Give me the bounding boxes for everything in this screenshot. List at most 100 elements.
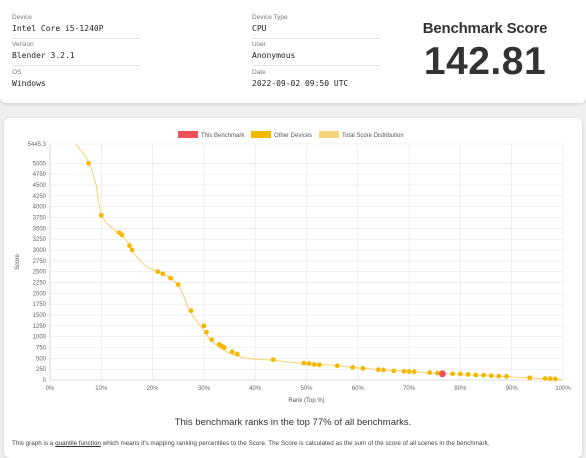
other-device-point[interactable]: [434, 370, 440, 376]
y-tick-label: 4250: [33, 194, 47, 200]
x-tick-label: 0%: [46, 386, 55, 392]
other-device-point[interactable]: [234, 351, 240, 357]
device-type-field: Device Type CPU: [252, 14, 380, 39]
y-tick-label: 4000: [33, 205, 47, 211]
legend: This Benchmark Other Devices Total Score D…: [178, 131, 404, 139]
other-device-point[interactable]: [458, 371, 463, 377]
other-device-point[interactable]: [488, 373, 494, 379]
this-benchmark-points: [439, 370, 446, 378]
x-axis-title: Rank (Top %): [288, 398, 324, 404]
y-tick-label: 5445.3: [28, 142, 47, 148]
other-device-point[interactable]: [401, 368, 407, 374]
x-axis-ticks: 0% 10% 20% 30% 40% 50% 60% 70% 80% 90% 100%: [46, 386, 572, 392]
other-device-point[interactable]: [504, 373, 509, 379]
other-device-point[interactable]: [527, 375, 533, 381]
other-device-point[interactable]: [201, 323, 207, 329]
other-device-point[interactable]: [496, 373, 502, 379]
other-device-point[interactable]: [98, 212, 104, 218]
y-tick-label: 3000: [33, 248, 47, 254]
date-value: 2022-09-02 09:50 UTC: [252, 79, 349, 88]
other-device-point[interactable]: [301, 360, 307, 366]
other-device-point[interactable]: [229, 349, 235, 355]
y-axis-ticks: 0 250 500 750 1000 1250 1500 1750 2000 2250 2500 27…: [28, 142, 47, 384]
other-device-point[interactable]: [334, 363, 340, 369]
y-axis-title: Score: [15, 254, 21, 270]
legend-swatch[interactable]: [319, 131, 339, 138]
y-tick-label: 3500: [33, 226, 47, 232]
other-device-point[interactable]: [465, 371, 471, 377]
other-device-point[interactable]: [175, 282, 181, 288]
other-device-point[interactable]: [473, 372, 479, 378]
legend-label[interactable]: Total Score Distribution: [342, 133, 404, 139]
other-device-point[interactable]: [119, 232, 125, 238]
legend-label[interactable]: This Benchmark: [201, 133, 245, 139]
other-device-point[interactable]: [360, 365, 366, 371]
rank-sentence: This benchmark ranks in the top 77% of a…: [174, 417, 412, 428]
y-tick-label: 500: [36, 356, 47, 362]
other-device-point[interactable]: [306, 361, 312, 366]
other-device-point[interactable]: [270, 357, 276, 363]
this-benchmark-point[interactable]: [439, 370, 446, 378]
x-tick-label: 60%: [352, 386, 365, 392]
other-device-point[interactable]: [204, 329, 209, 335]
y-tick-label: 2750: [33, 259, 47, 265]
other-device-point[interactable]: [222, 345, 227, 350]
other-device-point[interactable]: [160, 271, 166, 277]
y-tick-label: 3750: [33, 215, 47, 221]
legend-swatch[interactable]: [178, 131, 198, 138]
other-device-point[interactable]: [168, 275, 173, 281]
y-tick-label: 4750: [33, 172, 47, 178]
other-device-point[interactable]: [381, 367, 386, 373]
other-device-point[interactable]: [375, 367, 381, 372]
benchmark-score-title: Benchmark Score: [422, 20, 548, 37]
y-tick-label: 2000: [33, 291, 47, 297]
device-field: Device Intel Core i5-1240P: [12, 14, 140, 39]
other-device-point[interactable]: [406, 369, 412, 374]
legend-swatch[interactable]: [251, 131, 271, 138]
y-tick-label: 750: [36, 345, 47, 351]
other-device-point[interactable]: [547, 376, 553, 382]
benchmark-score-value: 142.81: [423, 40, 547, 83]
other-device-point[interactable]: [542, 376, 548, 381]
other-device-point[interactable]: [552, 376, 558, 382]
y-tick-label: 1000: [33, 335, 47, 341]
y-tick-label: 0: [43, 378, 47, 384]
y-tick-label: 4500: [33, 183, 47, 189]
other-device-point[interactable]: [391, 368, 397, 374]
quantile-chart: 0 250 500 750 1000 1250 1500 1750 2000 2250 2500 27…: [15, 131, 572, 404]
other-device-point[interactable]: [311, 361, 317, 367]
user-field: User Anonymous: [252, 41, 380, 66]
other-device-point[interactable]: [316, 362, 322, 368]
other-device-point[interactable]: [129, 247, 135, 253]
device-type-value: CPU: [252, 24, 380, 39]
other-device-point[interactable]: [86, 160, 91, 166]
other-device-point[interactable]: [188, 308, 194, 314]
y-tick-label: 250: [36, 367, 47, 373]
other-device-point[interactable]: [427, 370, 433, 376]
x-tick-label: 30%: [198, 386, 211, 392]
x-tick-label: 70%: [403, 386, 416, 392]
graph-footnote: This graph is a quantile function which …: [12, 440, 582, 447]
other-device-point[interactable]: [155, 269, 161, 275]
y-tick-label: 5000: [33, 161, 47, 167]
benchmark-info-card: Device Intel Core i5-1240P Device Type C…: [0, 0, 586, 103]
y-tick-label: 3250: [33, 237, 47, 243]
device-label: Device: [12, 14, 32, 21]
y-tick-label: 1750: [33, 302, 47, 308]
distribution-curve: [75, 143, 564, 381]
other-devices-points: [86, 160, 558, 382]
os-value: Windows: [12, 79, 46, 88]
footnote-suffix: which means it's mapping ranking percent…: [102, 440, 490, 447]
other-device-point[interactable]: [481, 372, 486, 378]
y-tick-label: 1500: [33, 313, 47, 319]
other-device-point[interactable]: [350, 365, 356, 370]
other-device-point[interactable]: [127, 243, 132, 249]
x-tick-label: 50%: [300, 386, 313, 392]
os-label: OS: [12, 69, 22, 76]
os-field: OS Windows: [12, 69, 140, 93]
legend-label[interactable]: Other Devices: [274, 133, 312, 139]
quantile-function-link[interactable]: quantile function: [55, 440, 101, 447]
other-device-point[interactable]: [209, 337, 214, 343]
other-device-point[interactable]: [450, 371, 456, 377]
other-device-point[interactable]: [411, 369, 417, 375]
